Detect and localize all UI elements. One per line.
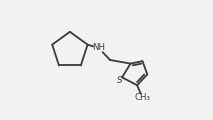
Text: CH₃: CH₃ bbox=[134, 93, 151, 102]
Text: S: S bbox=[117, 76, 123, 85]
Text: NH: NH bbox=[92, 44, 105, 53]
